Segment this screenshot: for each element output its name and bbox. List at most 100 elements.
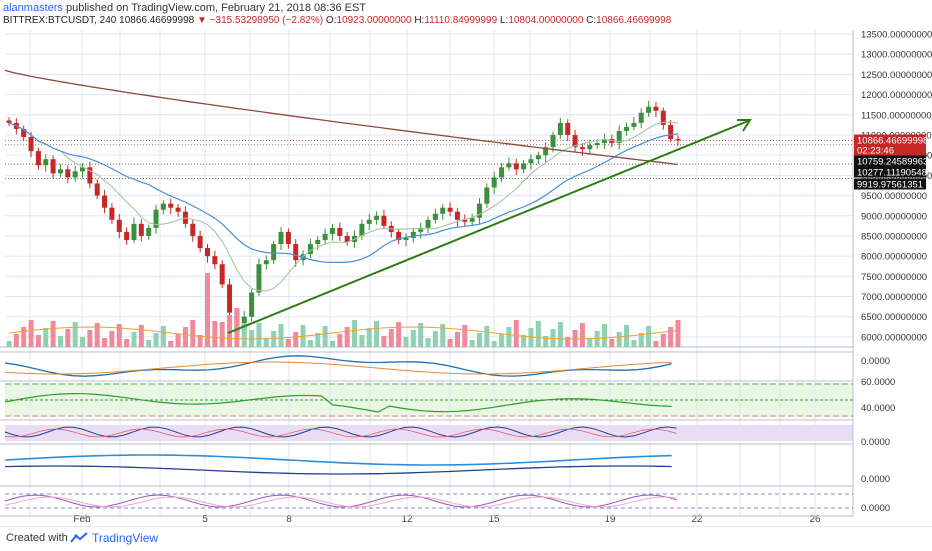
low-value: 10804.00000000 bbox=[508, 15, 584, 26]
volume-bar bbox=[168, 341, 174, 347]
volume-bar bbox=[425, 338, 431, 347]
osc-line bbox=[4, 426, 677, 438]
volume-bar bbox=[454, 332, 460, 347]
candle-body bbox=[249, 292, 255, 317]
trend-line-b bbox=[4, 465, 672, 475]
volume-bar bbox=[499, 334, 505, 347]
candle-body bbox=[499, 167, 505, 178]
y-tick-label: 13500.00000000 bbox=[861, 30, 932, 41]
candle-body bbox=[72, 171, 78, 178]
candle-body bbox=[631, 122, 637, 127]
candle-body bbox=[550, 134, 556, 148]
candle-body bbox=[278, 231, 284, 245]
volume-bar bbox=[521, 335, 527, 347]
y-tick-label: 8000.00000000 bbox=[861, 252, 927, 263]
rsi-axis-label: 40.0000 bbox=[861, 403, 895, 414]
ma-medium-line bbox=[8, 122, 679, 263]
macd-signal-line bbox=[4, 361, 672, 375]
candle-body bbox=[227, 284, 233, 313]
volume-bar bbox=[359, 335, 365, 347]
candle-body bbox=[638, 112, 644, 123]
stoch-d-line bbox=[4, 496, 677, 508]
volume-bar bbox=[65, 329, 71, 347]
macd-axis-label: 0.0000 bbox=[861, 356, 890, 367]
volume-bar bbox=[477, 333, 483, 347]
volume-bar bbox=[506, 327, 512, 347]
candle-body bbox=[21, 128, 27, 138]
volume-bar bbox=[72, 322, 78, 347]
stoch-k-line bbox=[4, 494, 677, 508]
volume-bar bbox=[204, 273, 210, 347]
candle-body bbox=[675, 139, 681, 141]
candle-body bbox=[204, 248, 210, 257]
price-badge-label: 02:23:46 bbox=[857, 146, 894, 157]
y-tick-label: 7500.00000000 bbox=[861, 272, 927, 283]
volume-bar bbox=[212, 321, 218, 347]
chart-canvas[interactable]: Feb 5 8 12 15 19 22 26 13500.00000000 13000.00000… bbox=[0, 0, 932, 526]
candle-body bbox=[410, 231, 416, 238]
volume-bar bbox=[653, 341, 659, 347]
volume-bar bbox=[131, 332, 137, 347]
author-name[interactable]: alanmasters bbox=[3, 2, 63, 14]
stoch-axis-label: 0.0000 bbox=[861, 474, 890, 485]
volume-bar bbox=[160, 326, 166, 347]
candle-body bbox=[653, 106, 659, 111]
x-tick-label: 15 bbox=[488, 514, 500, 525]
price-badge-label: 9919.97561351 bbox=[857, 180, 923, 191]
price-badge-label: 10759.24589963 bbox=[857, 157, 928, 168]
price-badge bbox=[854, 155, 926, 167]
volume-bar bbox=[469, 340, 475, 347]
volume-bar bbox=[616, 332, 622, 347]
tradingview-brand[interactable]: TradingView bbox=[70, 531, 158, 545]
down-arrow-icon: ▼ bbox=[197, 15, 207, 26]
candle-body bbox=[594, 143, 600, 146]
x-tick-label: 5 bbox=[202, 514, 208, 525]
candle-body bbox=[601, 139, 607, 144]
volume-bar bbox=[462, 325, 468, 347]
candle-body bbox=[521, 163, 527, 170]
y-tick-label: 6500.00000000 bbox=[861, 312, 927, 323]
candle-body bbox=[285, 231, 291, 245]
candle-body bbox=[219, 264, 225, 285]
open-value: 10923.00000000 bbox=[336, 15, 412, 26]
y-tick-label: 11500.00000000 bbox=[861, 110, 932, 121]
candle-body bbox=[109, 207, 115, 220]
candle-body bbox=[565, 122, 571, 135]
volume-bar bbox=[609, 339, 615, 347]
candle-body bbox=[50, 159, 56, 174]
candle-body bbox=[307, 244, 313, 255]
volume-bar bbox=[138, 325, 144, 347]
volume-bar bbox=[579, 323, 585, 347]
candle-body bbox=[138, 223, 144, 236]
osc-signal-line bbox=[4, 428, 677, 438]
volume-bar bbox=[513, 320, 519, 347]
volume-bar bbox=[197, 335, 203, 347]
candle-body bbox=[491, 177, 497, 188]
volume-bar bbox=[124, 339, 130, 347]
volume-bar bbox=[182, 327, 188, 347]
candle-body bbox=[418, 227, 424, 232]
symbol-label: BITTREX:BTCUSDT, 240 bbox=[3, 15, 117, 26]
candle-body bbox=[322, 233, 328, 240]
volume-bar bbox=[102, 338, 108, 347]
macd-line bbox=[4, 355, 672, 377]
candle-body bbox=[124, 231, 130, 240]
publish-info: published on TradingView.com, February 2… bbox=[62, 2, 367, 14]
candle-body bbox=[28, 137, 34, 152]
candle-body bbox=[454, 211, 460, 220]
publish-header: alanmasters published on TradingView.com… bbox=[3, 2, 366, 14]
tradingview-logo-icon bbox=[70, 532, 88, 543]
volume-bar bbox=[278, 324, 284, 347]
volume-bar bbox=[322, 326, 328, 347]
tradingview-label: TradingView bbox=[92, 531, 159, 545]
candle-body bbox=[366, 219, 372, 224]
ohlc-header: BITTREX:BTCUSDT, 240 10866.46699998 ▼ −3… bbox=[3, 15, 671, 26]
volume-bar bbox=[418, 323, 424, 347]
rsi-axis-label: 60.0000 bbox=[861, 377, 895, 388]
candle-body bbox=[160, 203, 166, 210]
volume-bar bbox=[344, 327, 350, 347]
rsi-line bbox=[4, 392, 672, 413]
y-tick-label: 9000.00000000 bbox=[861, 211, 927, 222]
x-tick-label: 22 bbox=[691, 514, 703, 525]
candle-body bbox=[6, 120, 12, 123]
